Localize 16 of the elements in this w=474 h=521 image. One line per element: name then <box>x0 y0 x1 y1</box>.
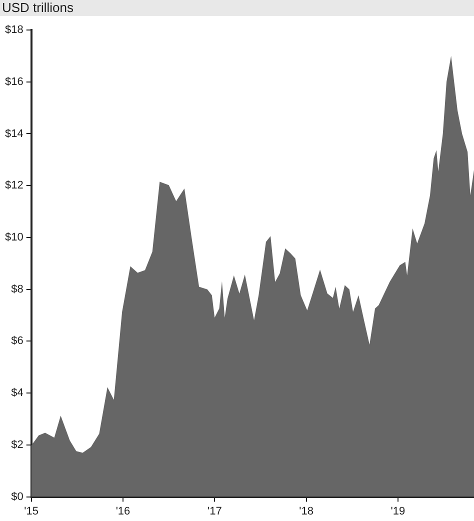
y-tick-label: $6 <box>11 335 24 348</box>
x-tick-label: '16 <box>116 505 130 518</box>
x-tick-label: '17 <box>207 505 222 518</box>
y-tick-label: $2 <box>11 438 24 451</box>
y-tick-label: $12 <box>4 180 24 192</box>
y-tick-label: $18 <box>4 24 24 36</box>
y-tick-label: $14 <box>4 128 24 140</box>
x-tick-label: '18 <box>299 505 314 518</box>
y-tick-label: $4 <box>11 387 24 400</box>
y-tick-label: $8 <box>11 283 24 296</box>
y-tick-label: $16 <box>4 76 24 88</box>
y-tick-label: $0 <box>11 490 24 503</box>
y-tick-label: $10 <box>4 232 24 244</box>
x-tick-label: '15 <box>24 505 39 518</box>
y-axis-title: USD trillions <box>0 0 474 16</box>
x-tick-label: '19 <box>390 505 406 518</box>
